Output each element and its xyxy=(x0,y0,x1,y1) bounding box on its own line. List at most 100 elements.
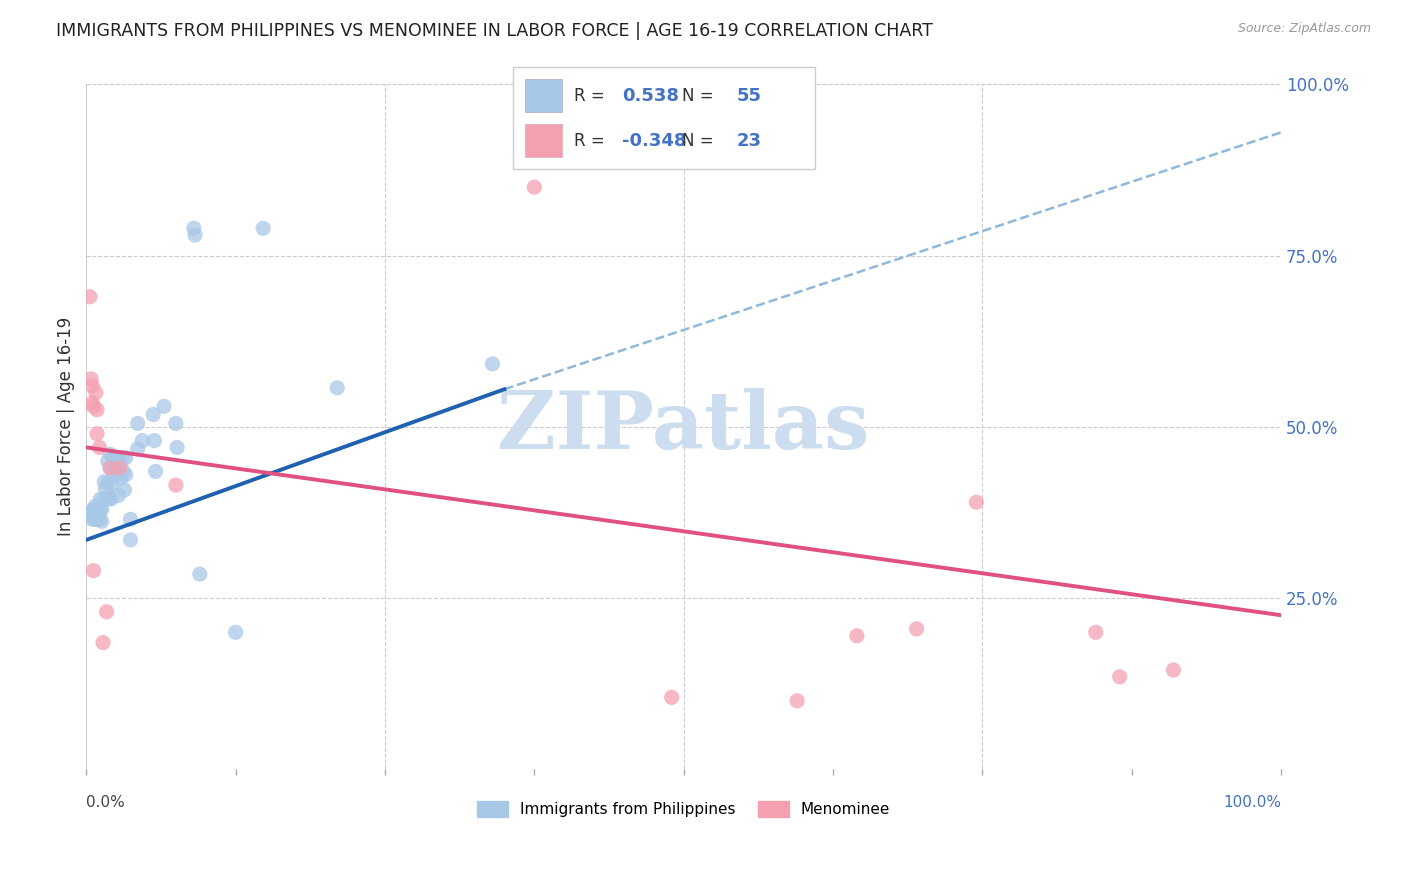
FancyBboxPatch shape xyxy=(513,67,815,169)
Point xyxy=(90,491,112,506)
Point xyxy=(845,629,868,643)
Point xyxy=(91,635,114,649)
Point xyxy=(87,508,110,523)
Point xyxy=(103,450,125,465)
Point xyxy=(100,491,122,506)
Text: N =: N = xyxy=(682,87,720,104)
Legend: Immigrants from Philippines, Menominee: Immigrants from Philippines, Menominee xyxy=(471,795,897,823)
Point xyxy=(131,434,153,448)
Point xyxy=(94,482,117,496)
Point xyxy=(108,461,131,475)
Point xyxy=(87,502,110,516)
Point xyxy=(86,506,108,520)
Point xyxy=(114,450,136,465)
Point xyxy=(83,506,105,520)
Point xyxy=(111,450,134,465)
Point xyxy=(188,567,211,582)
Point xyxy=(103,464,125,478)
Point xyxy=(90,515,112,529)
Point xyxy=(165,417,187,431)
Point xyxy=(166,441,188,455)
Point xyxy=(82,400,104,414)
Text: IMMIGRANTS FROM PHILIPPINES VS MENOMINEE IN LABOR FORCE | AGE 16-19 CORRELATION : IMMIGRANTS FROM PHILIPPINES VS MENOMINEE… xyxy=(56,22,934,40)
Point xyxy=(86,512,108,526)
Point xyxy=(89,506,111,520)
Point xyxy=(108,458,131,472)
Point xyxy=(326,381,349,395)
Text: 0.0%: 0.0% xyxy=(86,795,125,810)
Point xyxy=(84,385,107,400)
Text: R =: R = xyxy=(574,87,610,104)
Point xyxy=(93,491,115,506)
Point xyxy=(80,372,103,386)
Point xyxy=(83,512,105,526)
Point xyxy=(905,622,928,636)
Point xyxy=(183,221,205,235)
Text: ZIPatlas: ZIPatlas xyxy=(498,388,870,466)
Point xyxy=(93,475,115,489)
Point xyxy=(120,512,142,526)
Point xyxy=(481,357,503,371)
Point xyxy=(786,694,808,708)
Point xyxy=(114,467,136,482)
Point xyxy=(142,408,165,422)
Point xyxy=(82,396,104,410)
Bar xyxy=(526,79,561,112)
Point xyxy=(98,461,121,475)
Point xyxy=(82,502,104,516)
Point xyxy=(105,450,128,465)
Point xyxy=(184,228,207,243)
Point xyxy=(127,417,149,431)
Point xyxy=(90,503,112,517)
Bar xyxy=(526,124,561,157)
Point xyxy=(98,447,121,461)
Point xyxy=(82,564,104,578)
Point xyxy=(96,605,118,619)
Point xyxy=(84,499,107,513)
Point xyxy=(82,512,104,526)
Point xyxy=(86,402,108,417)
Point xyxy=(80,506,103,520)
Point xyxy=(153,400,176,414)
Point xyxy=(79,290,101,304)
Text: Source: ZipAtlas.com: Source: ZipAtlas.com xyxy=(1237,22,1371,36)
Point xyxy=(252,221,274,235)
Point xyxy=(1163,663,1185,677)
Point xyxy=(97,454,120,468)
Point xyxy=(1108,670,1130,684)
Text: R =: R = xyxy=(574,132,610,150)
Point xyxy=(82,506,104,520)
Point xyxy=(112,464,135,478)
Point xyxy=(145,464,167,478)
Y-axis label: In Labor Force | Age 16-19: In Labor Force | Age 16-19 xyxy=(58,318,75,536)
Point xyxy=(98,491,121,506)
Point xyxy=(86,426,108,441)
Point xyxy=(965,495,987,509)
Point xyxy=(98,461,121,475)
Point xyxy=(100,478,122,492)
Point xyxy=(82,508,104,523)
Text: 0.538: 0.538 xyxy=(621,87,679,104)
Point xyxy=(110,471,132,485)
Point xyxy=(127,442,149,456)
Point xyxy=(661,690,683,705)
Point xyxy=(225,625,247,640)
Point xyxy=(90,502,112,516)
Text: -0.348: -0.348 xyxy=(621,132,686,150)
Text: 100.0%: 100.0% xyxy=(1223,795,1281,810)
Point xyxy=(80,508,103,523)
Point xyxy=(1084,625,1107,640)
Text: N =: N = xyxy=(682,132,720,150)
Point xyxy=(84,506,107,520)
Point xyxy=(89,512,111,526)
Point xyxy=(114,483,136,497)
Point xyxy=(120,533,142,547)
Point xyxy=(165,478,187,492)
Point xyxy=(105,467,128,482)
Point xyxy=(89,441,111,455)
Point xyxy=(143,434,166,448)
Point xyxy=(107,488,129,502)
Point xyxy=(97,476,120,491)
Point xyxy=(82,378,104,392)
Text: 23: 23 xyxy=(737,132,762,150)
